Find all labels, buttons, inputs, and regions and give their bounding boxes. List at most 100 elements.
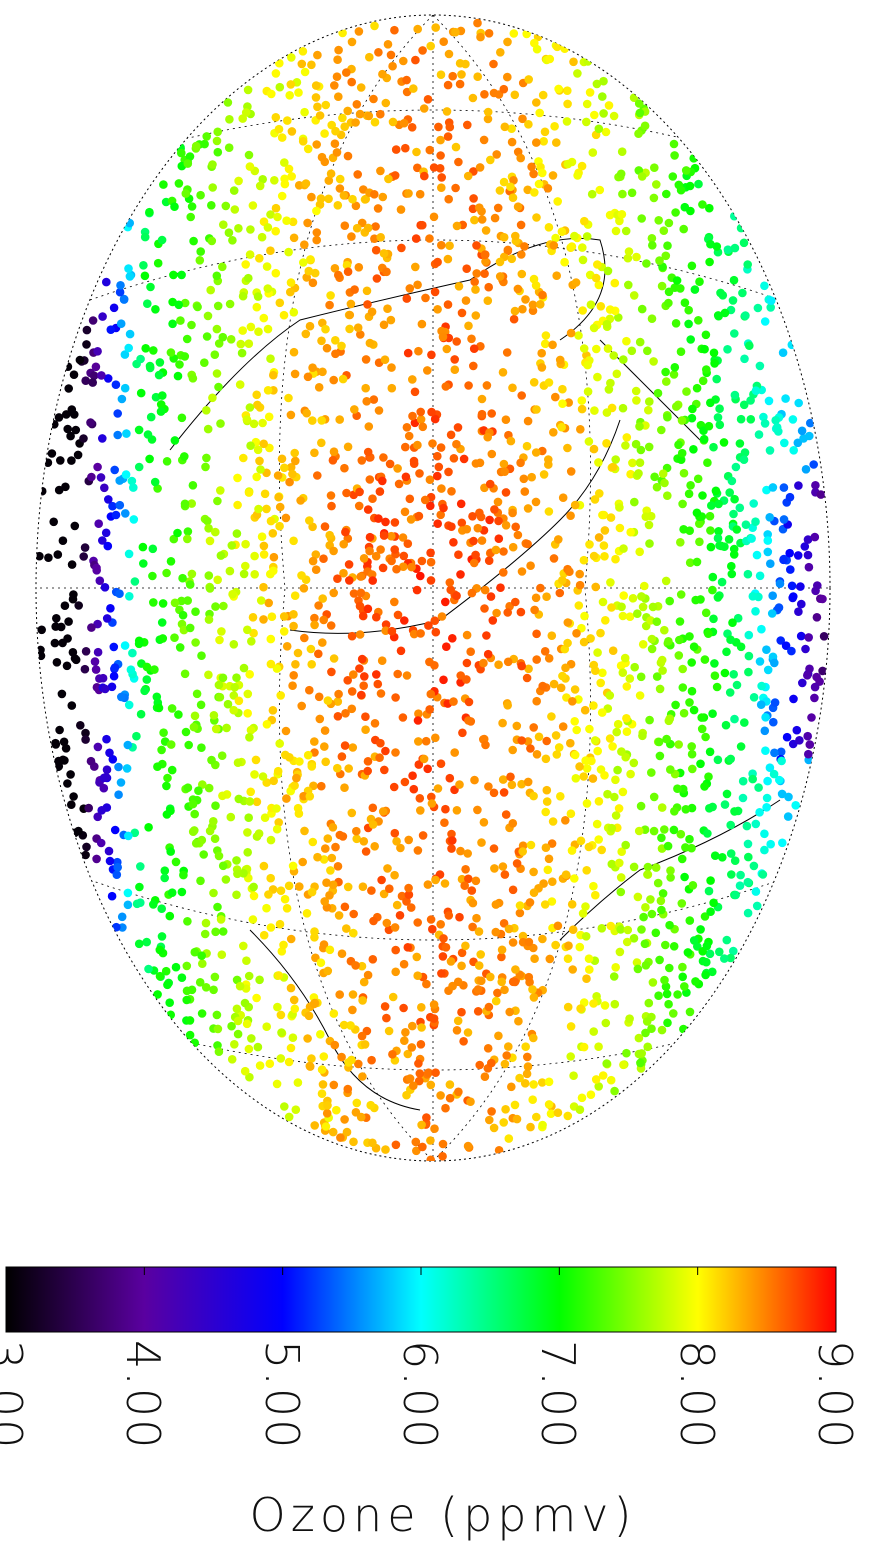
ozone-point <box>174 710 183 719</box>
ozone-point <box>181 727 191 737</box>
ozone-point <box>254 829 264 838</box>
ozone-point <box>272 804 281 813</box>
ozone-point <box>653 878 663 888</box>
ozone-point <box>400 777 410 787</box>
ozone-point <box>686 335 695 344</box>
ozone-point <box>162 568 171 578</box>
ozone-point <box>529 791 538 801</box>
ozone-point <box>607 823 617 833</box>
ozone-point <box>395 911 405 920</box>
ozone-point <box>246 225 255 234</box>
ozone-point <box>203 311 213 321</box>
ozone-point <box>260 813 270 822</box>
ozone-point <box>93 462 102 472</box>
ozone-point <box>441 1103 450 1113</box>
ozone-point <box>523 1052 532 1062</box>
colorbar-tick-label: 4.00 <box>116 1340 171 1451</box>
ozone-point <box>218 262 227 272</box>
ozone-point <box>361 712 370 721</box>
ozone-point <box>140 232 150 242</box>
ozone-point <box>791 801 800 810</box>
ozone-point <box>483 432 493 442</box>
ozone-point <box>526 1122 535 1132</box>
ozone-point <box>589 881 598 891</box>
ozone-point <box>413 24 423 34</box>
ozone-point <box>566 1022 576 1031</box>
ozone-point <box>574 331 583 340</box>
ozone-point <box>370 190 379 199</box>
ozone-point <box>471 459 481 468</box>
ozone-point <box>602 1059 611 1068</box>
ozone-point <box>463 171 473 181</box>
ozone-point <box>742 821 752 831</box>
ozone-point <box>379 531 389 540</box>
ozone-point <box>174 179 184 188</box>
ozone-point <box>687 742 696 751</box>
ozone-point <box>457 874 467 884</box>
ozone-point <box>625 674 635 683</box>
ozone-point <box>359 554 369 563</box>
ozone-point <box>213 127 222 137</box>
ozone-point <box>700 912 710 921</box>
ozone-point <box>254 327 263 337</box>
ozone-point <box>642 259 651 268</box>
ozone-point <box>741 311 750 320</box>
ozone-point <box>751 819 761 829</box>
ozone-point <box>378 69 387 79</box>
ozone-point <box>404 890 414 899</box>
ozone-point <box>227 541 237 550</box>
ozone-point <box>582 974 591 983</box>
ozone-point <box>198 959 207 968</box>
ozone-point <box>86 418 95 427</box>
ozone-point <box>706 907 715 916</box>
ozone-point <box>335 415 345 424</box>
ozone-point <box>323 696 333 705</box>
ozone-point <box>634 129 643 138</box>
ozone-point <box>245 797 255 806</box>
ozone-point <box>694 316 703 325</box>
ozone-point <box>474 927 484 936</box>
ozone-point <box>509 29 519 38</box>
ozone-point <box>197 1009 207 1018</box>
ozone-point <box>98 434 107 443</box>
ozone-point <box>91 362 101 372</box>
ozone-point <box>618 787 628 797</box>
ozone-point <box>576 1004 585 1013</box>
ozone-point <box>751 887 761 896</box>
ozone-map <box>35 14 831 1162</box>
ozone-point <box>103 541 113 551</box>
ozone-point <box>599 76 608 86</box>
ozone-point <box>250 570 259 579</box>
ozone-point <box>227 1021 236 1031</box>
ozone-point <box>451 142 461 152</box>
ozone-point <box>93 647 103 657</box>
ozone-point <box>382 1013 391 1023</box>
ozone-point <box>402 423 412 432</box>
ozone-point <box>617 602 626 612</box>
ozone-point <box>105 856 115 866</box>
ozone-point <box>286 983 296 993</box>
ozone-point <box>672 276 682 285</box>
ozone-point <box>439 934 448 943</box>
ozone-point <box>328 880 338 890</box>
ozone-point <box>490 505 499 514</box>
ozone-point <box>467 886 477 895</box>
ozone-point <box>517 269 527 279</box>
ozone-point <box>491 927 501 937</box>
ozone-point <box>544 455 553 464</box>
ozone-point <box>229 186 239 195</box>
ozone-point <box>295 757 304 766</box>
ozone-point <box>155 971 165 981</box>
ozone-point <box>541 807 550 817</box>
ozone-point <box>438 1152 447 1161</box>
ozone-point <box>726 754 735 764</box>
ozone-point <box>390 597 399 607</box>
ozone-point <box>196 247 205 256</box>
ozone-point <box>274 818 284 827</box>
colorbar-tick-label: 9.00 <box>808 1340 862 1451</box>
ozone-point <box>674 440 683 450</box>
ozone-point <box>661 251 671 261</box>
ozone-point <box>413 280 422 290</box>
ozone-point <box>437 484 446 493</box>
ozone-point <box>158 599 168 608</box>
